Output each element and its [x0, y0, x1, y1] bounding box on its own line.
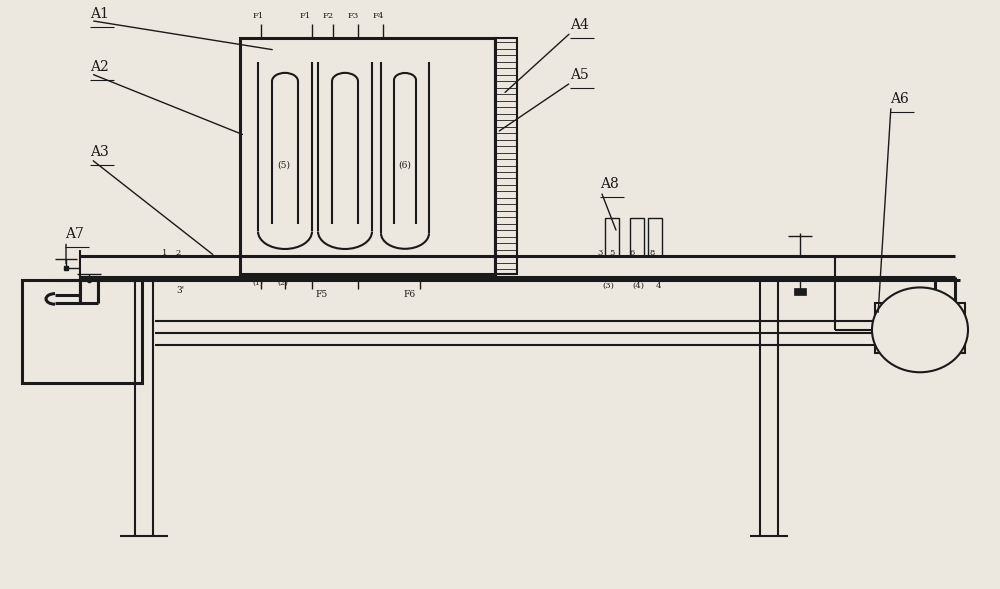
Bar: [22, 280, 142, 383]
Text: F1: F1: [299, 12, 311, 20]
Text: 4: 4: [655, 282, 661, 290]
Text: (4): (4): [632, 282, 644, 290]
Text: A2: A2: [90, 59, 109, 74]
Text: (5): (5): [278, 160, 290, 170]
Text: A8: A8: [600, 177, 619, 191]
Text: 2: 2: [175, 249, 181, 257]
Text: A1: A1: [90, 6, 109, 21]
Text: F1: F1: [252, 12, 264, 20]
Text: 1: 1: [162, 249, 168, 257]
Text: (6): (6): [399, 160, 411, 170]
Text: F2: F2: [322, 12, 334, 20]
Ellipse shape: [872, 287, 968, 372]
Text: 3: 3: [597, 249, 603, 257]
Text: F3: F3: [347, 12, 359, 20]
Bar: [240, 38, 495, 274]
Text: F5: F5: [316, 290, 328, 299]
Text: 8: 8: [649, 249, 655, 257]
Bar: [605, 218, 619, 256]
Text: F4: F4: [372, 12, 384, 20]
Bar: [495, 38, 517, 274]
Text: (2): (2): [278, 279, 288, 287]
Text: (3): (3): [602, 282, 614, 290]
Bar: [875, 303, 965, 353]
FancyBboxPatch shape: [794, 288, 806, 295]
Text: 6: 6: [629, 249, 635, 257]
Text: A5: A5: [570, 68, 589, 82]
Bar: [630, 218, 644, 256]
Bar: [648, 218, 662, 256]
Text: 5: 5: [609, 249, 615, 257]
Text: A7: A7: [65, 227, 84, 241]
Text: 3': 3': [176, 286, 184, 295]
Text: A4: A4: [570, 18, 589, 32]
Text: (1): (1): [253, 279, 263, 287]
Text: A6: A6: [890, 92, 909, 106]
Text: A3: A3: [90, 145, 109, 159]
Text: F6: F6: [404, 290, 416, 299]
